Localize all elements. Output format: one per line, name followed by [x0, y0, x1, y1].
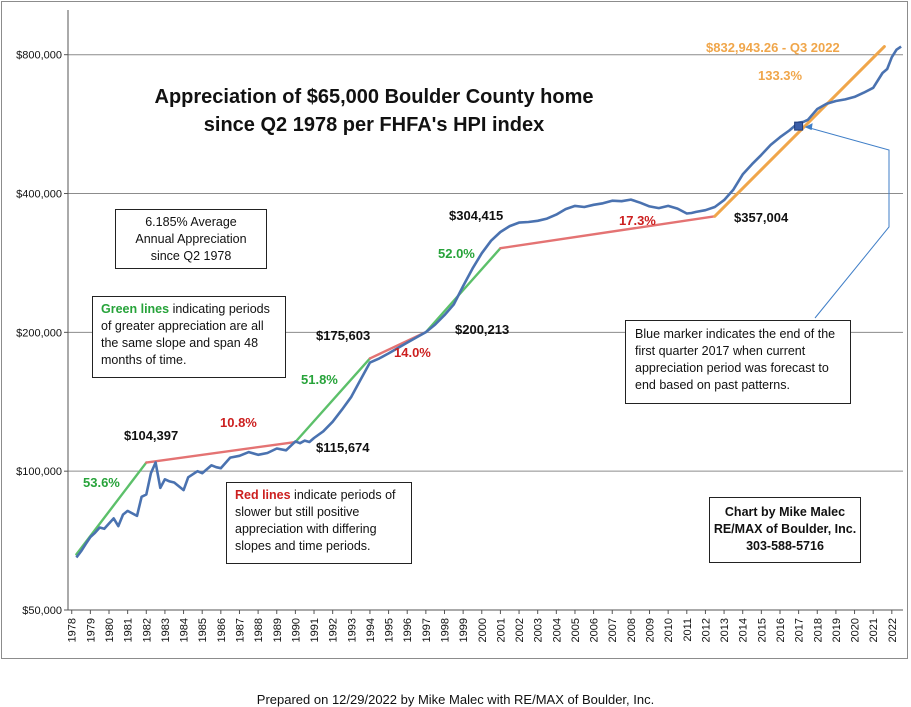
trend-line-green: [424, 247, 502, 334]
x-tick-label: 2007: [607, 618, 619, 642]
x-tick-label: 2003: [533, 618, 545, 642]
x-tick-label: 2009: [645, 618, 657, 642]
y-tick-label: $200,000: [16, 327, 62, 339]
x-tick-label: 1984: [179, 618, 191, 642]
forecast-marker: [794, 121, 804, 131]
x-tick-label: 1999: [458, 618, 470, 642]
x-tick-label: 1979: [85, 618, 97, 642]
x-tick-label: 1991: [309, 618, 321, 642]
callout-connector: [806, 126, 890, 319]
x-tick-label: 1988: [253, 618, 265, 642]
average-appreciation-box: 6.185% Average Annual Appreciation since…: [115, 209, 267, 269]
value-label-832943: $832,943.26 - Q3 2022: [706, 40, 840, 55]
y-tick-label: $100,000: [16, 466, 62, 478]
blue-marker-note: Blue marker indicates the end of the fir…: [625, 320, 851, 404]
x-tick-label: 2008: [626, 618, 638, 642]
pct-label-520: 52.0%: [438, 246, 475, 261]
x-tick-label: 1993: [346, 618, 358, 642]
x-tick-label: 1985: [197, 618, 209, 642]
x-tick-label: 2000: [477, 618, 489, 642]
x-tick-label: 2015: [756, 618, 768, 642]
x-tick-label: 2017: [794, 618, 806, 642]
value-label-175603: $175,603: [316, 328, 370, 343]
green-lines-note: Green lines indicating periods of greate…: [92, 296, 286, 378]
x-tick-label: 2012: [700, 618, 712, 642]
x-tick-label: 2019: [831, 618, 843, 642]
red-lines-note: Red lines indicate periods of slower but…: [226, 482, 412, 564]
y-tick-label: $400,000: [16, 189, 62, 201]
y-tick-label: $800,000: [16, 50, 62, 62]
x-tick-label: 2018: [812, 618, 824, 642]
blue-marker-text: Blue marker indicates the end of the fir…: [635, 327, 836, 392]
x-tick-label: 1981: [123, 618, 135, 642]
x-tick-label: 1980: [104, 618, 116, 642]
value-label-115674: $115,674: [316, 440, 370, 455]
pct-label-173: 17.3%: [619, 213, 656, 228]
x-tick-label: 1990: [290, 618, 302, 642]
red-lines-text: indicate periods of slower but still pos…: [235, 488, 396, 553]
credit-line3: 303-588-5716: [746, 539, 824, 553]
x-tick-label: 2004: [551, 618, 563, 642]
x-tick-label: 1994: [365, 618, 377, 642]
value-label-304415: $304,415: [449, 208, 503, 223]
chart-credit-box: Chart by Mike Malec RE/MAX of Boulder, I…: [709, 497, 861, 563]
credit-line2: RE/MAX of Boulder, Inc.: [713, 522, 857, 536]
x-tick-label: 2021: [868, 618, 880, 642]
x-tick-label: 1995: [384, 618, 396, 642]
red-lines-highlight: Red lines: [235, 488, 291, 502]
chart-title-line1: Appreciation of $65,000 Boulder County h…: [155, 86, 594, 108]
x-tick-label: 1997: [421, 618, 433, 642]
x-tick-label: 2014: [738, 618, 750, 642]
x-tick-label: 2002: [514, 618, 526, 642]
x-tick-label: 2013: [719, 618, 731, 642]
x-tick-label: 2005: [570, 618, 582, 642]
pct-label-518: 51.8%: [301, 372, 338, 387]
chart-title-line2: since Q2 1978 per FHFA's HPI index: [204, 114, 544, 136]
x-tick-label: 2006: [589, 618, 601, 642]
average-line1: 6.185% Average: [145, 215, 237, 229]
value-label-104397: $104,397: [124, 428, 178, 443]
green-lines-text: indicating periods of greater appreciati…: [101, 302, 270, 367]
average-line2: Annual Appreciation: [135, 232, 247, 246]
green-lines-highlight: Green lines: [101, 302, 170, 316]
pct-label-536: 53.6%: [83, 475, 120, 490]
trend-line-red: [499, 215, 716, 250]
average-line3: since Q2 1978: [150, 249, 232, 263]
value-label-200213: $200,213: [455, 322, 509, 337]
x-tick-label: 1996: [402, 618, 414, 642]
x-tick-label: 1978: [67, 618, 79, 642]
x-tick-label: 1989: [272, 618, 284, 642]
pct-label-108: 10.8%: [220, 415, 257, 430]
x-tick-label: 1992: [328, 618, 340, 642]
x-tick-label: 1986: [216, 618, 228, 642]
chart-frame: [1, 1, 908, 659]
x-tick-label: 2010: [663, 618, 675, 642]
x-tick-label: 1987: [234, 618, 246, 642]
pct-label-140: 14.0%: [394, 345, 431, 360]
credit-line1: Chart by Mike Malec: [724, 505, 846, 519]
trend-line-orange: [713, 45, 886, 218]
prepared-footer: Prepared on 12/29/2022 by Mike Malec wit…: [256, 692, 655, 707]
x-tick-label: 2022: [887, 618, 899, 642]
x-tick-label: 2001: [495, 618, 507, 642]
trend-line-red: [145, 440, 297, 464]
callout-arrowhead: [804, 123, 813, 131]
value-label-357004: $357,004: [734, 210, 789, 225]
x-tick-label: 1998: [439, 618, 451, 642]
x-tick-label: 2016: [775, 618, 787, 642]
trend-line-green: [294, 357, 372, 444]
x-tick-label: 2011: [682, 618, 694, 642]
pct-label-1333: 133.3%: [758, 68, 803, 83]
y-tick-label: $50,000: [22, 605, 62, 617]
x-tick-label: 1983: [160, 618, 172, 642]
x-tick-label: 2020: [850, 618, 862, 642]
x-tick-label: 1982: [141, 618, 153, 642]
hpi-series-line: [75, 45, 902, 559]
